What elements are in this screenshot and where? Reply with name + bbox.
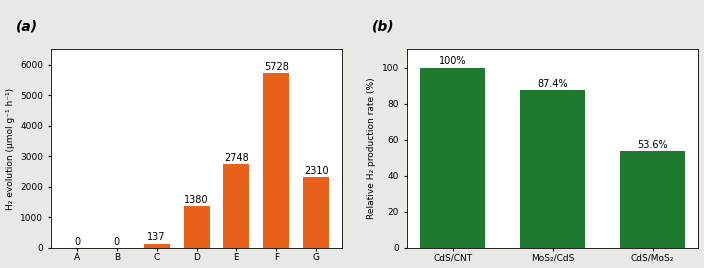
Bar	[420, 68, 485, 248]
Bar	[520, 90, 585, 248]
Bar	[620, 151, 685, 248]
Text: 0: 0	[114, 237, 120, 247]
Y-axis label: H₂ evolution (μmol g⁻¹ h⁻¹): H₂ evolution (μmol g⁻¹ h⁻¹)	[6, 88, 15, 210]
Bar	[184, 206, 210, 248]
Text: (b): (b)	[372, 20, 394, 34]
Bar	[263, 73, 289, 248]
Text: 87.4%: 87.4%	[537, 79, 568, 89]
Y-axis label: Relative H₂ production rate (%): Relative H₂ production rate (%)	[367, 78, 377, 219]
Bar	[144, 244, 170, 248]
Text: 2748: 2748	[224, 153, 249, 163]
Text: (a): (a)	[15, 20, 38, 34]
Text: 100%: 100%	[439, 56, 466, 66]
Bar	[303, 177, 329, 248]
Text: 53.6%: 53.6%	[637, 140, 668, 150]
Text: 137: 137	[147, 232, 166, 243]
Text: 0: 0	[74, 237, 80, 247]
Bar	[223, 164, 249, 248]
Text: 2310: 2310	[304, 166, 329, 176]
Text: 5728: 5728	[264, 62, 289, 72]
Text: 1380: 1380	[184, 195, 209, 204]
